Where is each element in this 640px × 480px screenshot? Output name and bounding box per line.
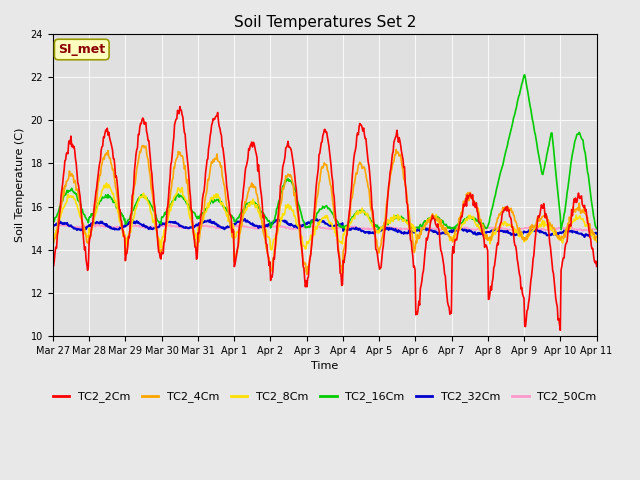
TC2_8Cm [408, 224, 416, 229]
Title: Soil Temperatures Set 2: Soil Temperatures Set 2 [234, 15, 416, 30]
TC2_32Cm [392, 226, 399, 232]
TC2_50Cm [408, 225, 415, 230]
TC2_8Cm [392, 215, 400, 220]
TC2_2Cm [115, 197, 122, 203]
Y-axis label: Soil Temperature (C): Soil Temperature (C) [15, 128, 25, 242]
TC2_16Cm [593, 226, 600, 231]
TC2_32Cm [408, 229, 415, 235]
TC2_2Cm [59, 181, 67, 187]
TC2_2Cm [593, 264, 600, 269]
TC2_50Cm [579, 228, 587, 234]
TC2_32Cm [593, 230, 600, 236]
TC2_4Cm [593, 234, 600, 240]
Line: TC2_8Cm: TC2_8Cm [52, 183, 596, 250]
TC2_8Cm [59, 206, 67, 212]
TC2_32Cm [115, 227, 122, 232]
TC2_16Cm [49, 220, 56, 226]
Text: SI_met: SI_met [58, 43, 106, 56]
TC2_4Cm [303, 272, 311, 277]
TC2_8Cm [200, 217, 207, 223]
TC2_4Cm [171, 165, 179, 171]
TC2_2Cm [392, 135, 399, 141]
TC2_50Cm [171, 223, 179, 229]
TC2_16Cm [375, 228, 383, 233]
TC2_16Cm [198, 210, 206, 216]
TC2_4Cm [392, 146, 400, 152]
TC2_8Cm [171, 193, 179, 199]
TC2_4Cm [200, 212, 207, 217]
Line: TC2_50Cm: TC2_50Cm [52, 224, 596, 231]
TC2_50Cm [60, 223, 67, 228]
Line: TC2_2Cm: TC2_2Cm [52, 107, 596, 330]
TC2_2Cm [200, 191, 207, 197]
TC2_8Cm [102, 180, 110, 186]
TC2_50Cm [115, 224, 123, 229]
TC2_2Cm [49, 262, 56, 267]
TC2_2Cm [408, 239, 415, 244]
TC2_4Cm [115, 205, 122, 211]
TC2_16Cm [115, 206, 122, 212]
TC2_4Cm [408, 231, 416, 237]
TC2_16Cm [521, 72, 529, 78]
TC2_8Cm [268, 247, 275, 252]
Line: TC2_32Cm: TC2_32Cm [52, 219, 596, 237]
TC2_50Cm [200, 223, 207, 228]
TC2_32Cm [580, 234, 588, 240]
TC2_32Cm [198, 220, 206, 226]
Line: TC2_16Cm: TC2_16Cm [52, 75, 596, 230]
TC2_32Cm [241, 216, 249, 222]
TC2_4Cm [139, 143, 147, 148]
Legend: TC2_2Cm, TC2_4Cm, TC2_8Cm, TC2_16Cm, TC2_32Cm, TC2_50Cm: TC2_2Cm, TC2_4Cm, TC2_8Cm, TC2_16Cm, TC2… [48, 387, 601, 407]
TC2_4Cm [59, 197, 67, 203]
TC2_32Cm [49, 223, 56, 228]
X-axis label: Time: Time [311, 361, 339, 372]
TC2_2Cm [176, 104, 184, 109]
TC2_50Cm [392, 225, 399, 231]
TC2_50Cm [52, 221, 60, 227]
TC2_16Cm [408, 223, 415, 229]
TC2_32Cm [59, 221, 67, 227]
TC2_16Cm [392, 214, 399, 219]
TC2_16Cm [170, 197, 178, 203]
TC2_50Cm [593, 227, 600, 232]
TC2_32Cm [170, 219, 178, 225]
Line: TC2_4Cm: TC2_4Cm [52, 145, 596, 275]
TC2_8Cm [49, 236, 56, 241]
TC2_50Cm [49, 222, 56, 228]
TC2_2Cm [170, 134, 178, 140]
TC2_2Cm [556, 327, 564, 333]
TC2_4Cm [49, 241, 56, 247]
TC2_8Cm [115, 218, 123, 224]
TC2_16Cm [59, 198, 67, 204]
TC2_8Cm [593, 239, 600, 244]
